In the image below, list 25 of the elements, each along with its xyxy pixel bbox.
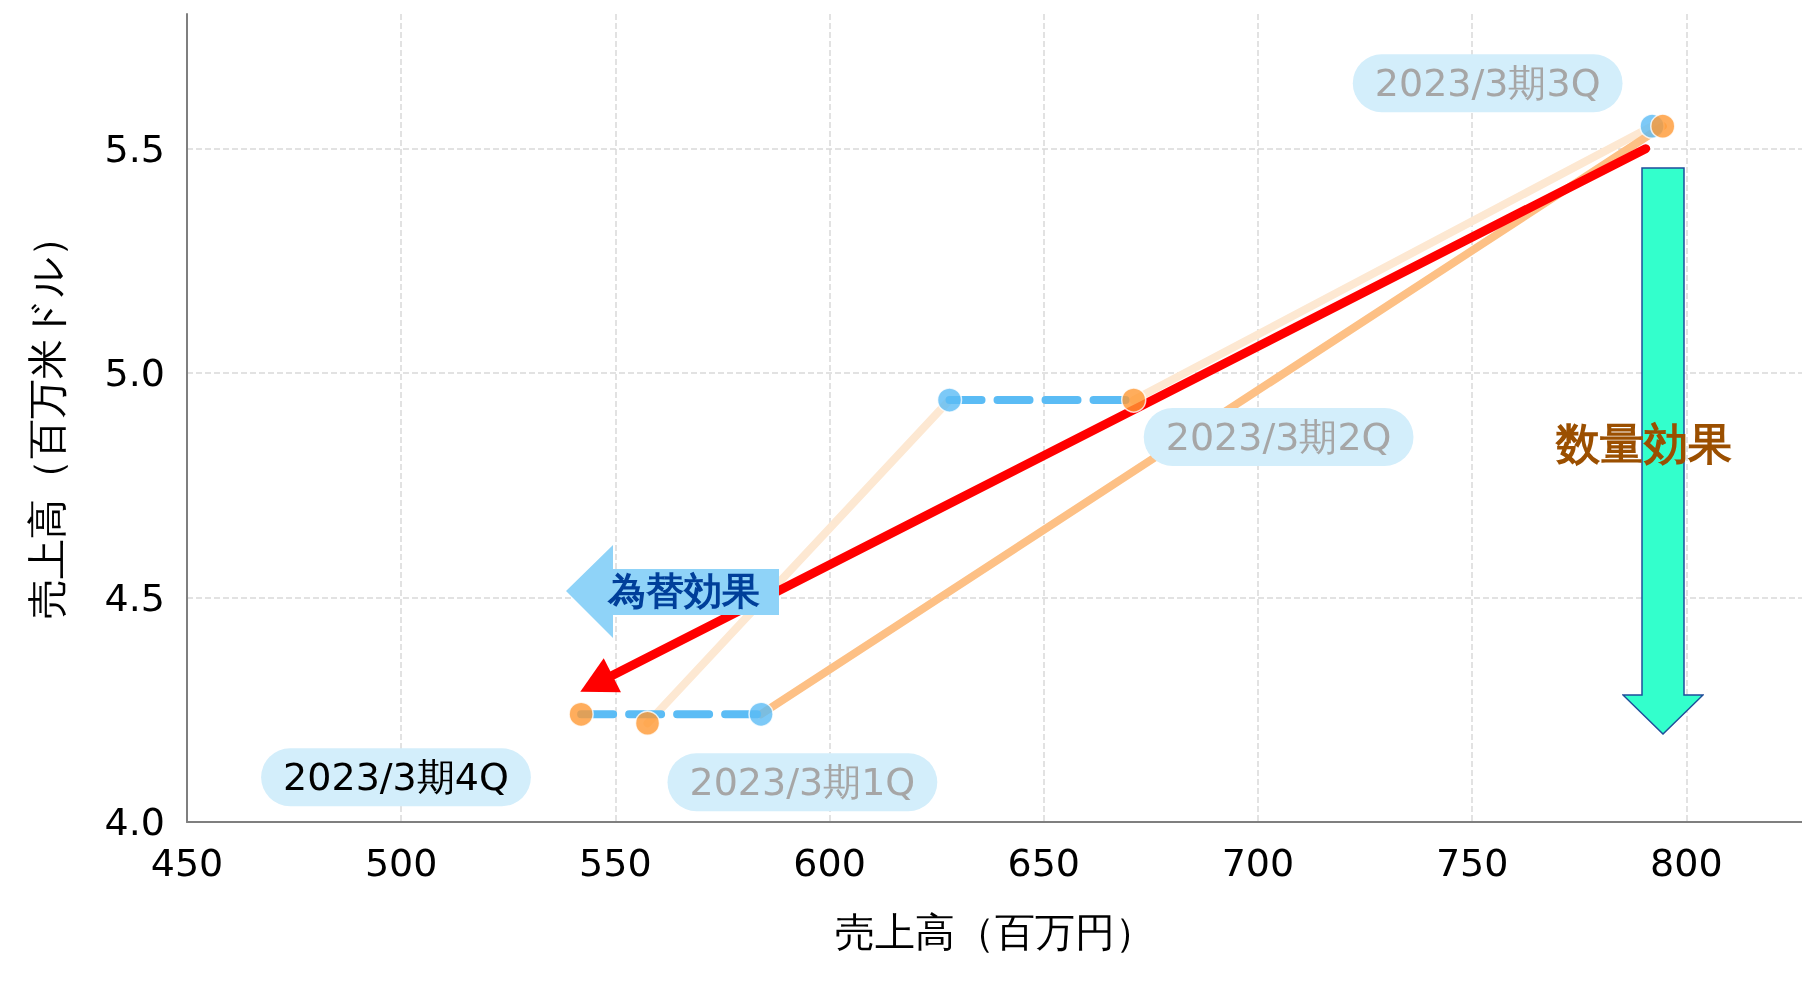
x-tick-label: 450 xyxy=(150,841,224,885)
x-tick-label: 550 xyxy=(579,841,652,885)
y-axis-title: 売上高（百万米ドル） xyxy=(24,217,70,619)
x-tick-label: 750 xyxy=(1435,841,1509,885)
y-tick-label: 4.5 xyxy=(104,575,165,620)
annotation: 2023/3期3Q xyxy=(1374,61,1601,106)
annotation: 2023/3期1Q xyxy=(689,760,916,805)
point xyxy=(748,701,774,728)
y-tick-label: 5.0 xyxy=(104,351,165,396)
point xyxy=(1650,113,1676,139)
y-tick-label: 4.0 xyxy=(104,800,165,844)
annotation: 為替効果 xyxy=(608,568,760,614)
x-axis-title: 売上高（百万円） xyxy=(834,909,1155,955)
x-tick-label: 600 xyxy=(793,841,866,885)
x-tick-label: 800 xyxy=(1650,841,1723,885)
point xyxy=(936,387,963,413)
point xyxy=(634,710,661,736)
x-tick-label: 500 xyxy=(364,841,438,885)
point xyxy=(1121,387,1147,413)
annotation: 2023/3期4Q xyxy=(283,755,509,800)
x-tick-label: 700 xyxy=(1221,841,1295,885)
x-tick-label: 650 xyxy=(1007,841,1081,885)
y-tick-label: 5.5 xyxy=(104,126,165,171)
annotation: 2023/3期2Q xyxy=(1165,415,1392,460)
point xyxy=(568,701,594,728)
